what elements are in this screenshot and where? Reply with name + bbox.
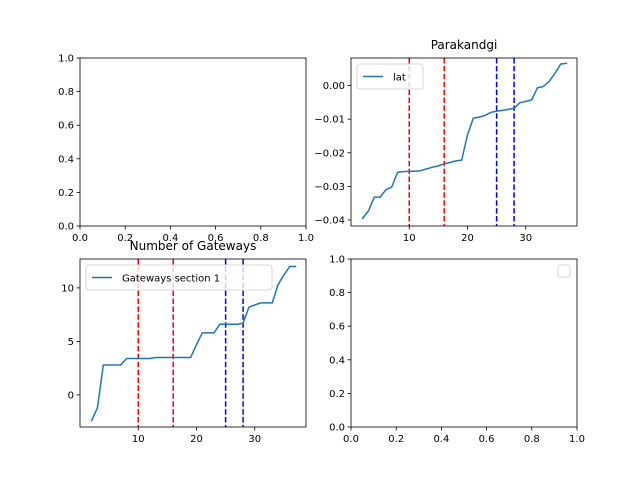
y-tick-label: 0.00 bbox=[323, 81, 345, 92]
y-tick-label: 0.6 bbox=[58, 121, 74, 132]
y-tick-label: 0.4 bbox=[329, 355, 345, 366]
legend-box bbox=[85, 264, 273, 291]
x-tick-label: 10 bbox=[403, 233, 416, 244]
y-tick-label: 0.8 bbox=[329, 288, 345, 299]
axes-frame bbox=[350, 57, 578, 227]
y-tick-label: 1.0 bbox=[58, 54, 74, 65]
y-tick-label: 0.0 bbox=[329, 423, 345, 434]
axes-frame bbox=[79, 258, 307, 428]
x-tick-label: 0.6 bbox=[479, 434, 495, 445]
x-tick-label: 30 bbox=[519, 233, 532, 244]
bottom-right-axes: 0.0 0.2 0.4 0.6 0.8 1.0 0.0 0.2 0.4 0.6 0.8 1.0 bbox=[329, 255, 585, 446]
x-tick-label: 0.6 bbox=[208, 233, 224, 244]
x-tick-label: 20 bbox=[461, 233, 474, 244]
series-line bbox=[361, 62, 568, 220]
axes-frame bbox=[79, 57, 307, 227]
y-tick-label: 0 bbox=[68, 390, 74, 401]
empty-legend-box bbox=[557, 264, 571, 278]
x-tick-label: 0.8 bbox=[253, 233, 269, 244]
legend-box bbox=[356, 63, 424, 90]
y-tick-label: 1.0 bbox=[329, 255, 345, 266]
axes-frame bbox=[350, 258, 578, 428]
y-tick-label: 10 bbox=[61, 283, 74, 294]
legend: Gateways section 1 bbox=[85, 264, 273, 291]
bottom-left-axes: 10 20 30 0 5 10 Number of Gateways Gateways sec… bbox=[61, 239, 307, 445]
y-tick-label: −0.04 bbox=[314, 215, 345, 226]
x-tick-label: 1.0 bbox=[298, 233, 314, 244]
x-tick-label: 0.2 bbox=[388, 434, 404, 445]
y-tick-label: 0.2 bbox=[58, 188, 74, 199]
y-tick-label: 0.4 bbox=[58, 154, 74, 165]
series-line bbox=[90, 265, 297, 422]
y-tick-label: −0.01 bbox=[314, 115, 345, 126]
x-tick-label: 0.4 bbox=[433, 434, 449, 445]
y-tick-label: 0.0 bbox=[58, 222, 74, 233]
legend: lat bbox=[356, 63, 424, 90]
x-tick-label: 0.0 bbox=[343, 434, 359, 445]
axes-background bbox=[351, 259, 577, 427]
chart-title: Parakandgi bbox=[431, 38, 498, 52]
legend-label: lat bbox=[393, 73, 406, 84]
chart-title: Number of Gateways bbox=[130, 239, 257, 253]
top-right-axes: 10 20 30 0.00 −0.01 −0.02 −0.03 −0.04 Parakandgi… bbox=[314, 38, 578, 244]
y-tick-label: 0.8 bbox=[58, 87, 74, 98]
x-tick-label: 0.0 bbox=[72, 233, 88, 244]
y-tick-label: −0.03 bbox=[314, 182, 345, 193]
x-tick-label: 0.4 bbox=[162, 233, 178, 244]
x-tick-label: 0.8 bbox=[524, 434, 540, 445]
x-tick-label: 20 bbox=[190, 434, 203, 445]
top-left-axes: 0.0 0.2 0.4 0.6 0.8 1.0 0.0 0.2 0.4 0.6 0.8 1.0 bbox=[58, 54, 314, 245]
legend-label: Gateways section 1 bbox=[122, 274, 220, 285]
y-tick-label: −0.02 bbox=[314, 148, 345, 159]
y-tick-label: 0.6 bbox=[329, 322, 345, 333]
axes-background bbox=[80, 58, 306, 226]
x-tick-label: 1.0 bbox=[569, 434, 585, 445]
y-tick-label: 0.2 bbox=[329, 389, 345, 400]
x-tick-label: 0.2 bbox=[117, 233, 133, 244]
x-tick-label: 10 bbox=[132, 434, 145, 445]
y-tick-label: 5 bbox=[68, 337, 74, 348]
x-tick-label: 30 bbox=[248, 434, 261, 445]
